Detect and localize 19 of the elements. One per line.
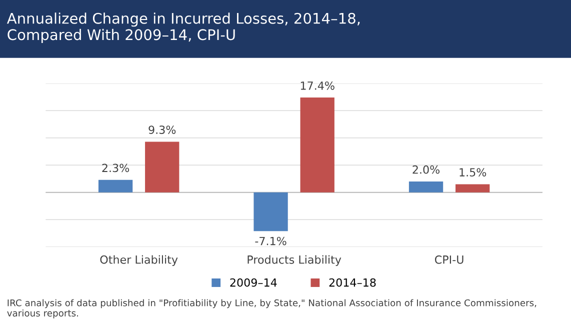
legend-label: 2014–18	[329, 278, 376, 287]
data-label: 1.5%	[460, 168, 486, 176]
bar	[98, 180, 133, 192]
bar	[300, 98, 334, 192]
data-label: 9.3%	[148, 126, 176, 134]
data-label: -7.1%	[255, 236, 286, 246]
x-tick-label: Other Liability	[100, 255, 178, 266]
bar	[145, 142, 180, 192]
data-label: 2.3%	[102, 164, 130, 172]
bar	[408, 181, 444, 192]
data-label: 2.0%	[412, 165, 440, 174]
x-tick-label: Products Liability	[248, 255, 342, 266]
chart-title: Annualized Change in Incurred Losses, 2014–18, Compared With 2009–14, CPI-U	[6, 12, 360, 44]
data-label: 17.4%	[300, 81, 334, 90]
x-tick-label: CPI-U	[434, 255, 464, 264]
bar	[456, 184, 490, 192]
legend-label: 2009–14	[230, 278, 277, 287]
text: IRC analysis of data published in "Profitiability by Line, by State," National Association of Insurance Commissioners, various reports.	[7, 299, 536, 318]
bar	[254, 192, 288, 232]
